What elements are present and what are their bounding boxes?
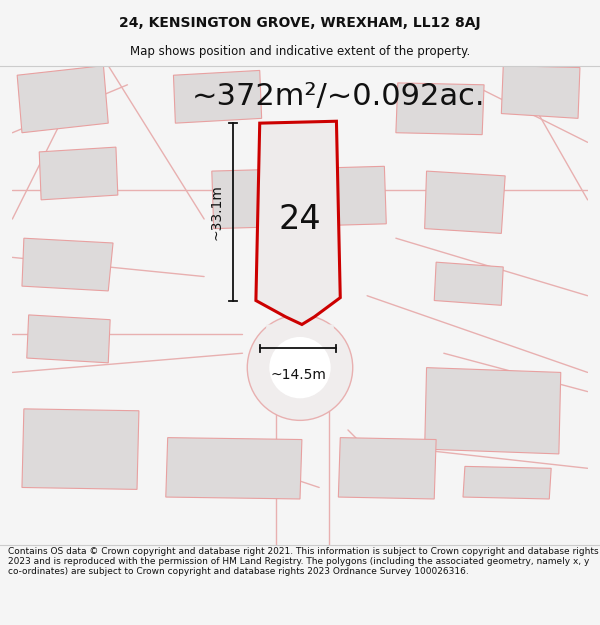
Text: ~33.1m: ~33.1m: [209, 184, 223, 240]
Polygon shape: [166, 438, 302, 499]
Text: Contains OS data © Crown copyright and database right 2021. This information is : Contains OS data © Crown copyright and d…: [8, 547, 598, 576]
Text: ~372m²/~0.092ac.: ~372m²/~0.092ac.: [191, 82, 485, 111]
Polygon shape: [338, 438, 436, 499]
Polygon shape: [262, 324, 338, 372]
Polygon shape: [425, 368, 561, 454]
Polygon shape: [212, 166, 386, 229]
Polygon shape: [27, 315, 110, 363]
Polygon shape: [256, 121, 340, 324]
Polygon shape: [425, 171, 505, 233]
Text: ~14.5m: ~14.5m: [270, 368, 326, 382]
Circle shape: [247, 315, 353, 421]
Text: Map shows position and indicative extent of the property.: Map shows position and indicative extent…: [130, 44, 470, 58]
Text: 24: 24: [278, 202, 322, 236]
Polygon shape: [173, 71, 262, 123]
Polygon shape: [22, 409, 139, 489]
Polygon shape: [463, 466, 551, 499]
Polygon shape: [502, 66, 580, 118]
Polygon shape: [17, 66, 108, 132]
Polygon shape: [22, 238, 113, 291]
Circle shape: [269, 337, 331, 398]
Polygon shape: [434, 262, 503, 305]
Polygon shape: [396, 83, 484, 134]
Text: 24, KENSINGTON GROVE, WREXHAM, LL12 8AJ: 24, KENSINGTON GROVE, WREXHAM, LL12 8AJ: [119, 16, 481, 31]
Polygon shape: [39, 147, 118, 200]
